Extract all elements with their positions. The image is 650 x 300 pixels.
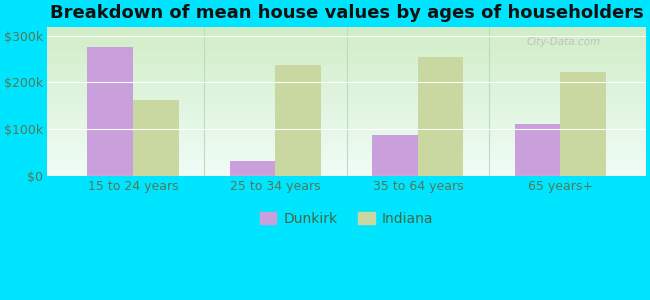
Legend: Dunkirk, Indiana: Dunkirk, Indiana <box>254 206 439 232</box>
Bar <box>372 135 418 176</box>
Bar <box>230 161 276 176</box>
Bar <box>276 65 321 176</box>
Text: City-Data.com: City-Data.com <box>526 37 601 47</box>
Bar <box>515 124 560 176</box>
Bar <box>87 47 133 176</box>
Bar <box>560 72 606 176</box>
Bar <box>418 57 463 176</box>
Title: Breakdown of mean house values by ages of householders: Breakdown of mean house values by ages o… <box>50 4 644 22</box>
Bar <box>133 100 179 176</box>
